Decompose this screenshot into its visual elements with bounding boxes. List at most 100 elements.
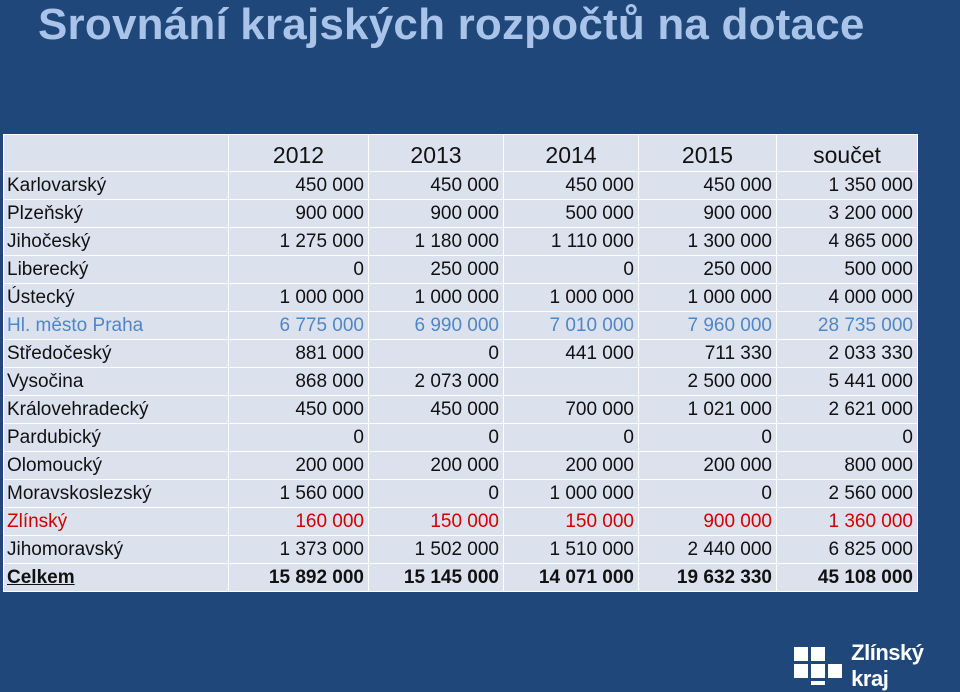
logo-squares-icon xyxy=(794,647,843,685)
sum-cell: 4 000 000 xyxy=(776,283,918,312)
sum-cell: 2 033 330 xyxy=(776,339,918,368)
sum-cell: 800 000 xyxy=(776,451,918,480)
value-cell: 450 000 xyxy=(503,171,639,200)
region-name: Středočeský xyxy=(3,339,229,368)
header-cell: součet xyxy=(776,134,918,172)
value-cell: 2 073 000 xyxy=(368,367,504,396)
value-cell: 868 000 xyxy=(228,367,369,396)
value-cell: 1 275 000 xyxy=(228,227,369,256)
value-cell: 450 000 xyxy=(228,171,369,200)
value-cell: 450 000 xyxy=(368,395,504,424)
region-name: Královehradecký xyxy=(3,395,229,424)
zlinsky-kraj-logo: Zlínský kraj xyxy=(794,640,960,692)
value-cell: 1 000 000 xyxy=(503,283,639,312)
sum-cell: 1 360 000 xyxy=(776,507,918,536)
region-name: Ústecký xyxy=(3,283,229,312)
value-cell: 900 000 xyxy=(638,507,777,536)
region-name: Liberecký xyxy=(3,255,229,284)
sum-cell: 3 200 000 xyxy=(776,199,918,228)
header-cell: 2012 xyxy=(228,134,369,172)
value-cell: 0 xyxy=(638,423,777,452)
value-cell: 0 xyxy=(368,479,504,508)
value-cell: 900 000 xyxy=(638,199,777,228)
region-name: Olomoucký xyxy=(3,451,229,480)
region-name: Zlínský xyxy=(3,507,229,536)
region-name: Karlovarský xyxy=(3,171,229,200)
value-cell: 0 xyxy=(228,255,369,284)
value-cell: 900 000 xyxy=(228,199,369,228)
page-title: Srovnání krajských rozpočtů na dotace xyxy=(38,0,865,49)
logo-text: Zlínský kraj xyxy=(851,640,924,691)
table-row: Jihočeský 1 275 000 1 180 000 1 110 000 … xyxy=(3,227,918,256)
table-row: Hl. město Praha 6 775 000 6 990 000 7 01… xyxy=(3,311,918,340)
value-cell: 200 000 xyxy=(228,451,369,480)
total-cell: 15 892 000 xyxy=(228,563,369,592)
total-cell: 19 632 330 xyxy=(638,563,777,592)
table-row: Olomoucký 200 000 200 000 200 000 200 00… xyxy=(3,451,918,480)
header-cell: 2013 xyxy=(368,134,504,172)
value-cell: 7 010 000 xyxy=(503,311,639,340)
value-cell: 1 300 000 xyxy=(638,227,777,256)
value-cell: 500 000 xyxy=(503,199,639,228)
value-cell: 0 xyxy=(503,255,639,284)
value-cell: 7 960 000 xyxy=(638,311,777,340)
value-cell: 200 000 xyxy=(503,451,639,480)
value-cell: 200 000 xyxy=(368,451,504,480)
table-row: Moravskoslezský 1 560 000 0 1 000 000 0 … xyxy=(3,479,918,508)
value-cell: 1 502 000 xyxy=(368,535,504,564)
value-cell: 250 000 xyxy=(368,255,504,284)
value-cell: 881 000 xyxy=(228,339,369,368)
value-cell: 1 000 000 xyxy=(228,283,369,312)
value-cell: 1 110 000 xyxy=(503,227,639,256)
value-cell: 700 000 xyxy=(503,395,639,424)
region-name: Moravskoslezský xyxy=(3,479,229,508)
value-cell: 0 xyxy=(503,423,639,452)
header-cell: 2014 xyxy=(503,134,639,172)
value-cell: 150 000 xyxy=(503,507,639,536)
sum-cell: 28 735 000 xyxy=(776,311,918,340)
value-cell: 2 500 000 xyxy=(638,367,777,396)
value-cell: 0 xyxy=(368,423,504,452)
value-cell: 200 000 xyxy=(638,451,777,480)
value-cell: 450 000 xyxy=(228,395,369,424)
value-cell: 0 xyxy=(368,339,504,368)
region-name: Jihočeský xyxy=(3,227,229,256)
table-row: Plzeňský 900 000 900 000 500 000 900 000… xyxy=(3,199,918,228)
value-cell: 160 000 xyxy=(228,507,369,536)
value-cell: 1 000 000 xyxy=(368,283,504,312)
total-sum-cell: 45 108 000 xyxy=(776,563,918,592)
total-cell: 15 145 000 xyxy=(368,563,504,592)
sum-cell: 5 441 000 xyxy=(776,367,918,396)
total-cell: 14 071 000 xyxy=(503,563,639,592)
sum-cell: 4 865 000 xyxy=(776,227,918,256)
table-row: Ústecký 1 000 000 1 000 000 1 000 000 1 … xyxy=(3,283,918,312)
value-cell: 450 000 xyxy=(368,171,504,200)
value-cell xyxy=(503,367,639,396)
value-cell: 711 330 xyxy=(638,339,777,368)
region-name: Plzeňský xyxy=(3,199,229,228)
region-name: Jihomoravský xyxy=(3,535,229,564)
value-cell: 0 xyxy=(228,423,369,452)
region-name: Pardubický xyxy=(3,423,229,452)
table-row: Zlínský 160 000 150 000 150 000 900 000 … xyxy=(3,507,918,536)
table-row: Pardubický 0 0 0 0 0 xyxy=(3,423,918,452)
value-cell: 6 775 000 xyxy=(228,311,369,340)
header-cell xyxy=(3,134,229,172)
sum-cell: 1 350 000 xyxy=(776,171,918,200)
table-row: Královehradecký 450 000 450 000 700 000 … xyxy=(3,395,918,424)
value-cell: 1 000 000 xyxy=(638,283,777,312)
table-row: Karlovarský 450 000 450 000 450 000 450 … xyxy=(3,171,918,200)
value-cell: 6 990 000 xyxy=(368,311,504,340)
value-cell: 1 021 000 xyxy=(638,395,777,424)
table-header-row: 2012 2013 2014 2015 součet xyxy=(3,134,918,172)
value-cell: 1 510 000 xyxy=(503,535,639,564)
sum-cell: 0 xyxy=(776,423,918,452)
sum-cell: 2 621 000 xyxy=(776,395,918,424)
table-row: Jihomoravský 1 373 000 1 502 000 1 510 0… xyxy=(3,535,918,564)
value-cell: 450 000 xyxy=(638,171,777,200)
value-cell: 250 000 xyxy=(638,255,777,284)
table-row: Liberecký 0 250 000 0 250 000 500 000 xyxy=(3,255,918,284)
value-cell: 150 000 xyxy=(368,507,504,536)
header-cell: 2015 xyxy=(638,134,777,172)
value-cell: 0 xyxy=(638,479,777,508)
